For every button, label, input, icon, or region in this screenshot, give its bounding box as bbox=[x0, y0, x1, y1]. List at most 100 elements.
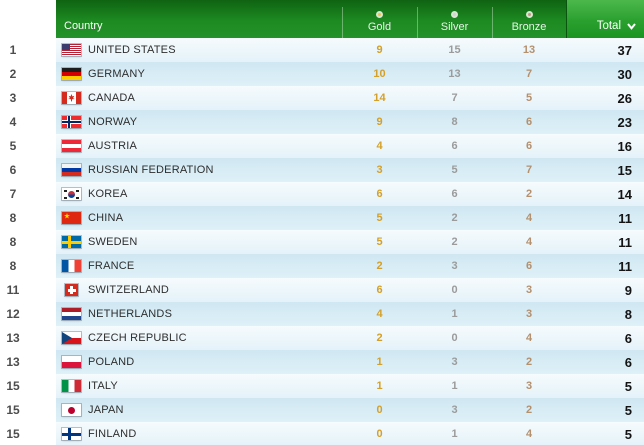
table-row[interactable]: 15 JAPAN 0 3 2 5 bbox=[0, 398, 644, 422]
bronze-count-cell: 3 bbox=[525, 308, 533, 320]
total-count-cell: 26 bbox=[617, 90, 632, 106]
table-row[interactable]: 12 NETHERLANDS 4 1 3 8 bbox=[0, 302, 644, 326]
table-row[interactable]: 7 KOREA 6 6 2 14 bbox=[0, 182, 644, 206]
rank-value: 13 bbox=[6, 331, 20, 345]
bronze-count-cell: 7 bbox=[525, 164, 533, 176]
bronze-count-cell: 4 bbox=[525, 332, 533, 344]
gold-count-cell: 5 bbox=[376, 212, 383, 224]
bronze-count-cell: 4 bbox=[525, 428, 533, 440]
country-name: ITALY bbox=[88, 380, 118, 392]
silver-count-cell: 1 bbox=[451, 308, 458, 320]
country-name: CZECH REPUBLIC bbox=[88, 332, 187, 344]
silver-count-cell: 8 bbox=[451, 116, 458, 128]
table-row[interactable]: 3 CANADA 14 7 5 26 bbox=[0, 86, 644, 110]
country-cell[interactable]: CANADA bbox=[56, 86, 342, 110]
table-row[interactable]: 6 RUSSIAN FEDERATION 3 5 7 15 bbox=[0, 158, 644, 182]
country-name: FRANCE bbox=[88, 260, 135, 272]
gold-count-cell: 6 bbox=[376, 284, 383, 296]
gold-count-cell: 5 bbox=[376, 236, 383, 248]
column-header-total[interactable]: Total bbox=[566, 0, 644, 38]
se-flag-icon bbox=[62, 236, 81, 248]
silver-count-cell: 3 bbox=[451, 260, 458, 272]
rank-cell: 12 bbox=[0, 302, 56, 326]
silver-count-cell: 0 bbox=[451, 284, 458, 296]
rank-cell: 15 bbox=[0, 422, 56, 445]
bronze-count-cell: 3 bbox=[525, 380, 533, 392]
rank-value: 7 bbox=[9, 187, 17, 201]
rank-cell: 4 bbox=[0, 110, 56, 134]
rank-cell: 7 bbox=[0, 182, 56, 206]
total-count-cell: 6 bbox=[624, 354, 632, 370]
gold-count-cell: 1 bbox=[376, 380, 383, 392]
country-name: SWITZERLAND bbox=[88, 284, 170, 296]
total-column-label: Total bbox=[596, 20, 621, 32]
rank-cell: 2 bbox=[0, 62, 56, 86]
ru-flag-icon bbox=[62, 164, 81, 176]
table-row[interactable]: 15 ITALY 1 1 3 5 bbox=[0, 374, 644, 398]
rank-value: 13 bbox=[6, 355, 20, 369]
rank-cell: 15 bbox=[0, 374, 56, 398]
silver-count-cell: 13 bbox=[448, 68, 461, 80]
table-row[interactable]: 8 CHINA 5 2 4 11 bbox=[0, 206, 644, 230]
table-row[interactable]: 5 AUSTRIA 4 6 6 16 bbox=[0, 134, 644, 158]
gold-count-cell: 9 bbox=[376, 44, 383, 56]
country-cell[interactable]: GERMANY bbox=[56, 62, 342, 86]
country-cell[interactable]: AUSTRIA bbox=[56, 134, 342, 158]
country-cell[interactable]: RUSSIAN FEDERATION bbox=[56, 158, 342, 182]
country-cell[interactable]: CHINA bbox=[56, 206, 342, 230]
table-row[interactable]: 2 GERMANY 10 13 7 30 bbox=[0, 62, 644, 86]
gold-count-cell: 3 bbox=[376, 164, 383, 176]
table-row[interactable]: 1 UNITED STATES 9 15 13 37 bbox=[0, 38, 644, 62]
silver-count-cell: 2 bbox=[451, 212, 458, 224]
table-row[interactable]: 8 FRANCE 2 3 6 11 bbox=[0, 254, 644, 278]
rank-cell: 1 bbox=[0, 38, 56, 62]
country-cell[interactable]: ITALY bbox=[56, 374, 342, 398]
total-count-cell: 14 bbox=[617, 186, 632, 202]
rank-cell: 8 bbox=[0, 254, 56, 278]
kr-flag-icon bbox=[62, 188, 81, 200]
country-cell[interactable]: SWITZERLAND bbox=[56, 278, 342, 302]
country-cell[interactable]: UNITED STATES bbox=[56, 38, 342, 62]
total-count-cell: 5 bbox=[624, 402, 632, 418]
bronze-count-cell: 7 bbox=[525, 68, 533, 80]
column-header-silver[interactable]: Silver bbox=[417, 0, 492, 38]
column-header-gold[interactable]: Gold bbox=[342, 0, 417, 38]
bronze-medal-icon bbox=[525, 11, 533, 18]
pl-flag-icon bbox=[62, 356, 81, 368]
country-cell[interactable]: NORWAY bbox=[56, 110, 342, 134]
table-row[interactable]: 8 SWEDEN 5 2 4 11 bbox=[0, 230, 644, 254]
rank-cell: 8 bbox=[0, 230, 56, 254]
column-header-bronze[interactable]: Bronze bbox=[492, 0, 566, 38]
table-row[interactable]: 13 CZECH REPUBLIC 2 0 4 6 bbox=[0, 326, 644, 350]
table-row[interactable]: 4 NORWAY 9 8 6 23 bbox=[0, 110, 644, 134]
country-cell[interactable]: FINLAND bbox=[56, 422, 342, 445]
country-name: POLAND bbox=[88, 356, 135, 368]
country-cell[interactable]: JAPAN bbox=[56, 398, 342, 422]
column-header-country[interactable]: Country bbox=[56, 0, 342, 38]
country-name: GERMANY bbox=[88, 68, 146, 80]
country-cell[interactable]: KOREA bbox=[56, 182, 342, 206]
rank-cell: 13 bbox=[0, 350, 56, 374]
country-cell[interactable]: NETHERLANDS bbox=[56, 302, 342, 326]
bronze-count-cell: 6 bbox=[525, 140, 533, 152]
ca-flag-icon bbox=[62, 92, 81, 104]
country-cell[interactable]: FRANCE bbox=[56, 254, 342, 278]
fi-flag-icon bbox=[62, 428, 81, 440]
bronze-count-cell: 2 bbox=[525, 188, 533, 200]
rank-value: 4 bbox=[9, 115, 17, 129]
total-count-cell: 30 bbox=[617, 66, 632, 82]
country-cell[interactable]: CZECH REPUBLIC bbox=[56, 326, 342, 350]
rank-cell: 15 bbox=[0, 398, 56, 422]
table-body: 1 UNITED STATES 9 15 13 37 2 GERMANY bbox=[0, 38, 644, 445]
country-cell[interactable]: POLAND bbox=[56, 350, 342, 374]
country-cell[interactable]: SWEDEN bbox=[56, 230, 342, 254]
total-count-cell: 15 bbox=[617, 162, 632, 178]
country-name: CANADA bbox=[88, 92, 136, 104]
bronze-count-cell: 13 bbox=[522, 44, 536, 56]
table-row[interactable]: 11 SWITZERLAND 6 0 3 9 bbox=[0, 278, 644, 302]
rank-value: 11 bbox=[6, 283, 20, 297]
rank-value: 3 bbox=[9, 91, 17, 105]
table-row[interactable]: 15 FINLAND 0 1 4 5 bbox=[0, 422, 644, 445]
table-row[interactable]: 13 POLAND 1 3 2 6 bbox=[0, 350, 644, 374]
